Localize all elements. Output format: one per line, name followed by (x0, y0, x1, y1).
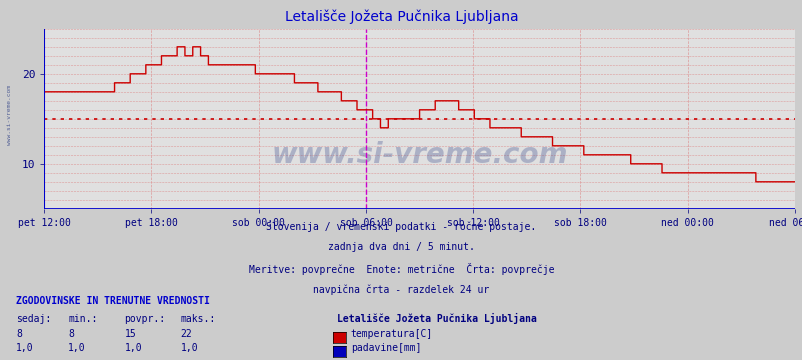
Text: Letališče Jožeta Pučnika Ljubljana: Letališče Jožeta Pučnika Ljubljana (285, 9, 517, 23)
Text: zadnja dva dni / 5 minut.: zadnja dva dni / 5 minut. (328, 242, 474, 252)
Text: 1,0: 1,0 (180, 343, 198, 353)
Text: 22: 22 (180, 329, 192, 339)
Text: navpična črta - razdelek 24 ur: navpična črta - razdelek 24 ur (313, 284, 489, 294)
Text: 1,0: 1,0 (68, 343, 86, 353)
Text: 8: 8 (16, 329, 22, 339)
Text: maks.:: maks.: (180, 314, 216, 324)
Text: padavine[mm]: padavine[mm] (350, 343, 421, 353)
Text: 15: 15 (124, 329, 136, 339)
Text: Letališče Jožeta Pučnika Ljubljana: Letališče Jožeta Pučnika Ljubljana (337, 313, 537, 324)
Text: www.si-vreme.com: www.si-vreme.com (271, 141, 567, 169)
Text: www.si-vreme.com: www.si-vreme.com (7, 85, 12, 145)
Text: Slovenija / vremenski podatki - ročne postaje.: Slovenija / vremenski podatki - ročne po… (266, 221, 536, 232)
Text: min.:: min.: (68, 314, 98, 324)
Text: povpr.:: povpr.: (124, 314, 165, 324)
Text: sedaj:: sedaj: (16, 314, 51, 324)
Text: 1,0: 1,0 (124, 343, 142, 353)
Text: temperatura[C]: temperatura[C] (350, 329, 432, 339)
Text: 1,0: 1,0 (16, 343, 34, 353)
Text: 8: 8 (68, 329, 74, 339)
Text: ZGODOVINSKE IN TRENUTNE VREDNOSTI: ZGODOVINSKE IN TRENUTNE VREDNOSTI (16, 296, 209, 306)
Text: Meritve: povprečne  Enote: metrične  Črta: povprečje: Meritve: povprečne Enote: metrične Črta:… (249, 263, 553, 275)
